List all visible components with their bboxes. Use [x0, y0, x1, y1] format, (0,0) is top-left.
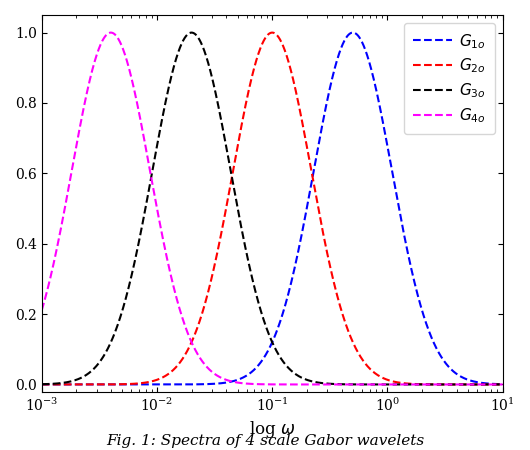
$G_{2o}$	[129, 381, 135, 387]
$G_{1o}$	[350, 30, 356, 35]
$G_{2o}$	[269, 30, 276, 35]
$G_{1o}$	[58, 382, 64, 387]
$G_{3o}$	[39, 382, 45, 387]
$G_{2o}$	[264, 33, 270, 38]
$G_{4o}$	[475, 382, 481, 387]
$G_{1o}$	[499, 382, 506, 387]
$G_{1o}$	[66, 382, 73, 387]
$G_{3o}$	[41, 382, 47, 387]
$G_{4o}$	[499, 382, 506, 387]
$G_{3o}$	[475, 382, 481, 387]
$G_{4o}$	[108, 30, 114, 35]
Line: $G_{2o}$: $G_{2o}$	[42, 32, 502, 384]
$G_{4o}$	[264, 382, 270, 387]
$G_{2o}$	[39, 382, 45, 387]
$G_{2o}$	[58, 382, 64, 387]
X-axis label: log $\omega$: log $\omega$	[249, 419, 295, 440]
$G_{4o}$	[66, 181, 73, 187]
$G_{3o}$	[188, 30, 195, 35]
$G_{2o}$	[66, 382, 73, 387]
$G_{4o}$	[41, 301, 47, 306]
$G_{2o}$	[41, 382, 47, 387]
$G_{1o}$	[41, 382, 47, 387]
Legend: $G_{1o}$, $G_{2o}$, $G_{3o}$, $G_{4o}$: $G_{1o}$, $G_{2o}$, $G_{3o}$, $G_{4o}$	[404, 22, 495, 134]
$G_{2o}$	[475, 382, 481, 387]
$G_{3o}$	[66, 379, 73, 384]
$G_{4o}$	[39, 308, 45, 313]
$G_{1o}$	[129, 382, 135, 387]
$G_{3o}$	[264, 327, 270, 333]
$G_{4o}$	[58, 226, 64, 232]
Text: Fig. 1: Spectra of 4 scale Gabor wavelets: Fig. 1: Spectra of 4 scale Gabor wavelet…	[106, 435, 424, 449]
$G_{3o}$	[129, 270, 135, 276]
$G_{1o}$	[264, 350, 270, 355]
$G_{4o}$	[129, 78, 135, 83]
Line: $G_{3o}$: $G_{3o}$	[42, 32, 502, 384]
$G_{3o}$	[58, 380, 64, 386]
$G_{1o}$	[475, 380, 481, 385]
Line: $G_{1o}$: $G_{1o}$	[42, 32, 502, 384]
$G_{3o}$	[499, 382, 506, 387]
$G_{1o}$	[39, 382, 45, 387]
$G_{2o}$	[499, 382, 506, 387]
Line: $G_{4o}$: $G_{4o}$	[42, 32, 502, 384]
